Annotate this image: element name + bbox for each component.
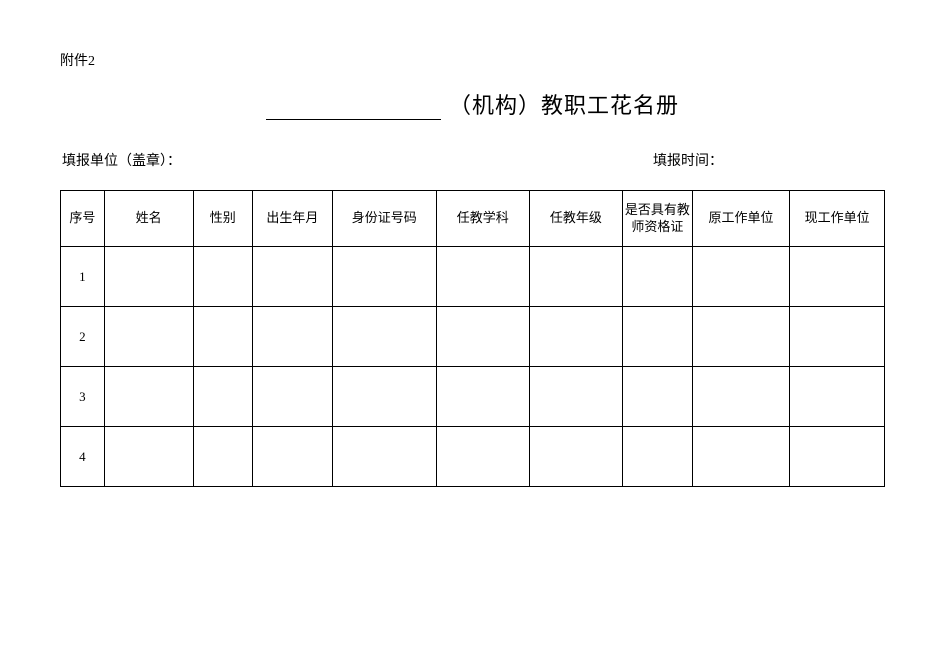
cell-subject (436, 307, 529, 367)
cell-birth (252, 427, 332, 487)
cell-curr (790, 307, 885, 367)
table-row: 2 (61, 307, 885, 367)
cell-id (332, 367, 436, 427)
cell-prev (692, 427, 789, 487)
cell-birth (252, 307, 332, 367)
cell-seq: 3 (61, 367, 105, 427)
reporting-unit-label: 填报单位（盖章）： (62, 150, 653, 170)
cell-curr (790, 427, 885, 487)
cell-gender (193, 367, 252, 427)
cell-curr (790, 367, 885, 427)
cell-birth (252, 367, 332, 427)
cell-id (332, 307, 436, 367)
cell-seq: 2 (61, 307, 105, 367)
header-birth: 出生年月 (252, 191, 332, 247)
attachment-label: 附件2 (60, 50, 885, 70)
cell-seq: 4 (61, 427, 105, 487)
header-id: 身份证号码 (332, 191, 436, 247)
cell-cert (622, 427, 692, 487)
cell-name (104, 307, 193, 367)
cell-id (332, 247, 436, 307)
cell-gender (193, 427, 252, 487)
table-header-row: 序号 姓名 性别 出生年月 身份证号码 任教学科 任教年级 是否具有教师资格证 … (61, 191, 885, 247)
title-suffix: （机构）教职工花名册 (449, 93, 679, 118)
header-grade: 任教年级 (529, 191, 622, 247)
cell-prev (692, 367, 789, 427)
cell-subject (436, 247, 529, 307)
cell-grade (529, 247, 622, 307)
cell-name (104, 367, 193, 427)
cell-grade (529, 427, 622, 487)
cell-id (332, 427, 436, 487)
table-row: 1 (61, 247, 885, 307)
staff-roster-table: 序号 姓名 性别 出生年月 身份证号码 任教学科 任教年级 是否具有教师资格证 … (60, 190, 885, 487)
table-body: 1 2 3 (61, 247, 885, 487)
cell-prev (692, 247, 789, 307)
cell-cert (622, 247, 692, 307)
header-subject: 任教学科 (436, 191, 529, 247)
header-gender: 性别 (193, 191, 252, 247)
cell-gender (193, 247, 252, 307)
cell-name (104, 247, 193, 307)
info-row: 填报单位（盖章）： 填报时间： (60, 150, 885, 170)
cell-grade (529, 367, 622, 427)
document-title: （机构）教职工花名册 (60, 88, 885, 120)
cell-subject (436, 367, 529, 427)
cell-gender (193, 307, 252, 367)
cell-cert (622, 307, 692, 367)
table-row: 4 (61, 427, 885, 487)
cell-subject (436, 427, 529, 487)
header-name: 姓名 (104, 191, 193, 247)
title-blank-underline (266, 119, 441, 120)
cell-curr (790, 247, 885, 307)
cell-birth (252, 247, 332, 307)
cell-cert (622, 367, 692, 427)
cell-grade (529, 307, 622, 367)
header-seq: 序号 (61, 191, 105, 247)
header-cert: 是否具有教师资格证 (622, 191, 692, 247)
cell-seq: 1 (61, 247, 105, 307)
cell-prev (692, 307, 789, 367)
table-row: 3 (61, 367, 885, 427)
reporting-time-label: 填报时间： (653, 150, 723, 170)
cell-name (104, 427, 193, 487)
header-curr-workplace: 现工作单位 (790, 191, 885, 247)
header-prev-workplace: 原工作单位 (692, 191, 789, 247)
